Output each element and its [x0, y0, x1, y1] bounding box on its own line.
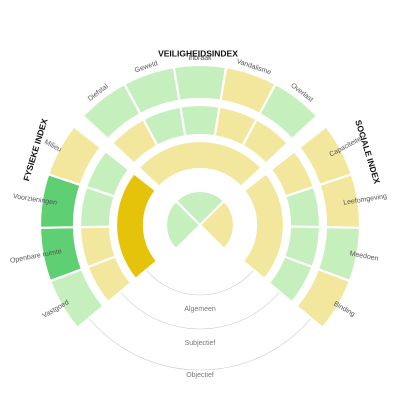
ring-guide-subjectief [120, 291, 280, 330]
subjective-segment-overlast[interactable] [241, 117, 290, 166]
ring-label-objectief: Objectief [186, 372, 214, 379]
subjective-segment-inbraak[interactable] [179, 103, 221, 138]
objective-segment-inbraak[interactable] [172, 63, 228, 102]
index-title-fysiek: FYSIEKE INDEX [21, 117, 50, 182]
general-segment-fysiek[interactable] [114, 171, 159, 281]
label-inbraak: Inbraak [188, 55, 212, 62]
index-title-veiligheid: VEILIGHEIDSINDEX [158, 48, 238, 58]
label-milieu: Milieu [43, 139, 63, 154]
objective-segment-binding[interactable] [294, 267, 352, 330]
ring-guide-algemeen [146, 269, 254, 296]
objective-segment-overlast[interactable] [258, 82, 319, 141]
center-segment-fysiek[interactable] [164, 199, 202, 251]
general-segment-veiligheid[interactable] [137, 139, 263, 189]
segments [38, 63, 362, 330]
ring-label-subjectief: Subjectief [185, 340, 216, 347]
ring-guides [88, 269, 312, 371]
subjective-segment-milieu[interactable] [84, 149, 131, 198]
subjective-segment-binding[interactable] [267, 255, 314, 304]
ring-label-algemeen: Algemeen [184, 306, 216, 313]
center-segment-sociaal[interactable] [198, 199, 236, 251]
center-segment-veiligheid[interactable] [174, 189, 226, 227]
index-title-sociaal: SOCIALE INDEX [353, 119, 382, 185]
ring-guide-objectief [88, 318, 312, 371]
objective-segment-milieu[interactable] [46, 124, 103, 187]
general-segment-sociaal[interactable] [241, 171, 286, 281]
